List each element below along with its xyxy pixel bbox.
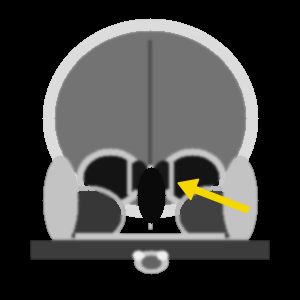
- FancyArrow shape: [178, 179, 249, 213]
